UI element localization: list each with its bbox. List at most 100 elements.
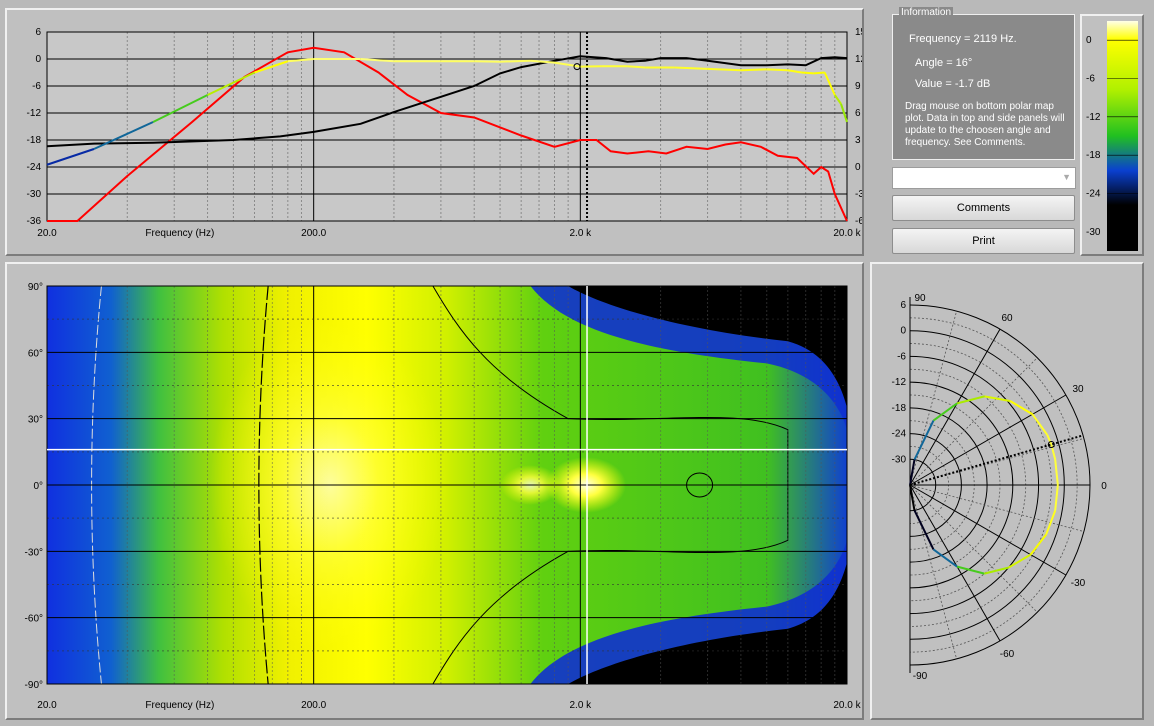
y2-tick-label: 3 bbox=[855, 135, 861, 146]
polar-segment bbox=[1029, 533, 1047, 556]
y-tick-label: -12 bbox=[27, 108, 42, 119]
polar-segment bbox=[1054, 459, 1059, 486]
polar-spoke bbox=[909, 394, 1067, 486]
polar-spoke bbox=[909, 484, 1001, 642]
x-tick-label: 200.0 bbox=[301, 700, 326, 711]
help-text: Drag mouse on bottom polar map plot. Dat… bbox=[905, 101, 1065, 148]
angle-readout: Angle = 16° bbox=[915, 57, 973, 69]
y2-tick-label: -6 bbox=[855, 216, 862, 227]
angle-label: 90 bbox=[914, 293, 926, 304]
response-segment bbox=[627, 65, 646, 69]
polar-spoke bbox=[909, 484, 957, 659]
polar-segment bbox=[956, 565, 985, 575]
y-tick-label: 0 bbox=[35, 54, 41, 65]
y-tick-label: -30 bbox=[27, 189, 42, 200]
y2-tick-label: 0 bbox=[855, 162, 861, 173]
cursor-marker bbox=[1047, 440, 1055, 448]
information-legend: Information bbox=[899, 7, 954, 18]
x-axis-label: Frequency (Hz) bbox=[145, 228, 214, 239]
response-segment bbox=[554, 61, 581, 68]
response-segment bbox=[787, 69, 802, 74]
y2-tick-label: 15 bbox=[855, 27, 862, 38]
polar-ring bbox=[909, 317, 1078, 653]
frequency-response-chart[interactable]: 6 0 -6 -12 -18 -24 -30 -36 15 12 9 6 3 0 -3 -6 20.0 200.0… bbox=[7, 10, 862, 254]
response-segment bbox=[840, 103, 848, 123]
response-segment bbox=[500, 59, 531, 63]
comments-button[interactable]: Comments bbox=[892, 195, 1075, 221]
response-segment bbox=[740, 68, 767, 72]
colorbar-tick-label: -18 bbox=[1086, 150, 1101, 161]
information-group: Information Frequency = 2119 Hz. Angle =… bbox=[892, 7, 1075, 160]
y2-tick-label: -3 bbox=[855, 189, 862, 200]
y-tick-label: 90° bbox=[28, 282, 43, 293]
response-segment bbox=[152, 94, 208, 123]
red-response-line bbox=[47, 46, 848, 222]
colorbar: 0 -6 -12 -18 -24 -30 bbox=[1086, 21, 1138, 251]
y2-tick-label: 6 bbox=[855, 108, 861, 119]
y-tick-label: 30° bbox=[28, 415, 43, 426]
y-tick-label: -90° bbox=[25, 680, 43, 691]
polar-ring bbox=[909, 343, 1052, 627]
directivity-map-chart[interactable]: 90° 60° 30° 0° -30° -60° -90° 20.0 200.0 2.0 k 20.… bbox=[7, 264, 862, 718]
polar-segment bbox=[1046, 434, 1053, 445]
y-tick-label: -36 bbox=[27, 216, 42, 227]
response-segment bbox=[766, 68, 788, 72]
colorbar-tick-label: 0 bbox=[1086, 35, 1092, 46]
response-segment bbox=[254, 60, 289, 74]
response-segment bbox=[707, 67, 741, 72]
angle-label: 30 bbox=[1072, 384, 1084, 395]
response-segment bbox=[674, 66, 708, 70]
print-button[interactable]: Print bbox=[892, 228, 1075, 254]
y-tick-label: 6 bbox=[35, 27, 41, 38]
y2-tick-label: 12 bbox=[855, 54, 862, 65]
polar-segment bbox=[932, 402, 958, 422]
heatmap-black-bottom bbox=[568, 562, 847, 684]
radial-tick-label: -24 bbox=[892, 429, 907, 440]
x-tick-label: 20.0 k bbox=[833, 700, 861, 711]
radial-tick-label: 0 bbox=[900, 326, 906, 337]
angle-label: 0 bbox=[1101, 481, 1107, 492]
x-tick-label: 20.0 k bbox=[833, 228, 861, 239]
y-tick-label: -24 bbox=[27, 162, 42, 173]
colorbar-tick-label: -6 bbox=[1086, 74, 1095, 85]
frequency-readout: Frequency = 2119 Hz. bbox=[909, 33, 1017, 45]
radial-tick-label: -6 bbox=[897, 351, 906, 362]
polar-segment bbox=[984, 566, 1009, 575]
chevron-down-icon[interactable]: ▼ bbox=[1062, 172, 1071, 182]
x-tick-label: 20.0 bbox=[37, 228, 57, 239]
polar-spoke bbox=[909, 484, 1067, 576]
response-segment bbox=[530, 59, 555, 64]
y-tick-label: -18 bbox=[27, 135, 42, 146]
colorbar-tick-label: -30 bbox=[1086, 227, 1101, 238]
response-segment bbox=[46, 148, 95, 166]
polar-segment bbox=[932, 548, 958, 568]
polar-segment bbox=[913, 420, 935, 461]
response-segment bbox=[207, 71, 255, 96]
y-tick-label: 60° bbox=[28, 348, 43, 359]
polar-segment bbox=[1009, 400, 1033, 416]
polar-segment bbox=[913, 509, 935, 550]
polar-panel: 6 0 -6 -12 -18 -24 -30 90 60 30 0 -30 -60 -90 bbox=[870, 262, 1144, 720]
polar-spoke bbox=[909, 328, 1001, 486]
radial-tick-label: -18 bbox=[892, 403, 907, 414]
polar-segment bbox=[1031, 413, 1049, 436]
y-tick-label: 0° bbox=[33, 481, 43, 492]
frequency-response-panel: 6 0 -6 -12 -18 -24 -30 -36 15 12 9 6 3 0 -3 -6 20.0 200.0… bbox=[5, 8, 864, 256]
cursor-marker bbox=[573, 63, 581, 71]
plot-select-dropdown[interactable]: ▼ bbox=[892, 167, 1076, 189]
response-segment bbox=[287, 58, 314, 63]
polar-segment bbox=[956, 395, 985, 405]
polar-segment bbox=[984, 395, 1011, 402]
response-segment bbox=[93, 121, 154, 150]
polar-segment bbox=[1045, 510, 1057, 535]
colorbar-panel: 0 -6 -12 -18 -24 -30 bbox=[1080, 14, 1144, 256]
black-response-line bbox=[46, 55, 848, 148]
polar-spoke bbox=[909, 311, 957, 486]
colorbar-gradient bbox=[1107, 21, 1138, 251]
y-tick-label: -60° bbox=[25, 614, 43, 625]
radial-tick-label: -30 bbox=[892, 454, 907, 465]
colorbar-tick-label: -12 bbox=[1086, 112, 1101, 123]
response-segment bbox=[833, 94, 842, 105]
polar-segment bbox=[1007, 553, 1032, 569]
